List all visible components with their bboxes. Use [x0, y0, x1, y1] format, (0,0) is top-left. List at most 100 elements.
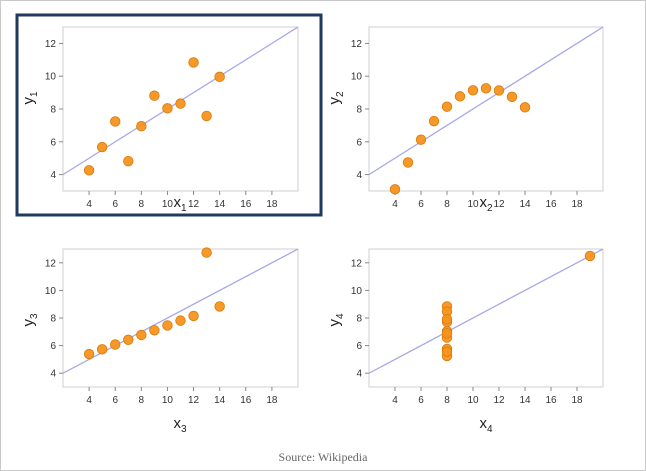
x-tick-label: 16 [240, 395, 252, 406]
x-tick-label: 8 [444, 395, 450, 406]
x-tick-label: 16 [240, 199, 252, 210]
y-tick-label: 6 [50, 137, 56, 148]
y-tick-label: 4 [356, 369, 362, 380]
source-caption: Source: Wikipedia [278, 450, 368, 464]
data-point [214, 301, 225, 312]
data-point [188, 57, 199, 68]
data-point [83, 165, 95, 176]
y-tick-label: 4 [50, 170, 56, 181]
data-point [214, 71, 225, 83]
x-tick-label: 6 [112, 199, 118, 210]
data-point [201, 247, 212, 258]
highlight-box [15, 13, 323, 217]
x-tick-label: 8 [139, 395, 145, 406]
y-axis-label: y2 [326, 91, 346, 105]
x-tick-label: 18 [266, 199, 278, 210]
data-point [110, 116, 121, 127]
x-tick-label: 14 [519, 395, 531, 406]
data-point [96, 344, 108, 355]
x-axis-label: x2 [479, 194, 493, 214]
data-point [467, 85, 479, 96]
y-tick-label: 4 [50, 369, 56, 380]
y-tick-label: 10 [351, 286, 363, 297]
y-tick-label: 8 [50, 105, 56, 116]
x-axis-label: x3 [173, 415, 187, 435]
y-axis-label: y4 [326, 313, 346, 327]
data-point [123, 155, 134, 167]
data-point [175, 98, 186, 109]
plot-area [368, 248, 604, 388]
data-point [441, 314, 453, 325]
y-tick-label: 12 [351, 258, 363, 269]
y-tick-label: 12 [45, 39, 57, 50]
data-point [402, 157, 414, 168]
data-point [454, 91, 466, 102]
y-tick-label: 10 [45, 286, 57, 297]
x-tick-label: 18 [266, 395, 278, 406]
x-tick-label: 4 [392, 395, 398, 406]
x-tick-label: 14 [214, 199, 226, 210]
x-tick-label: 18 [571, 395, 583, 406]
data-point [441, 328, 453, 339]
y-tick-label: 4 [356, 170, 362, 181]
data-point [493, 85, 505, 96]
x-tick-label: 16 [545, 199, 557, 210]
x-tick-label: 10 [467, 395, 479, 406]
regression-line [369, 249, 603, 374]
x-tick-label: 4 [392, 199, 398, 210]
x-tick-label: 6 [418, 199, 424, 210]
data-point [441, 101, 453, 112]
x-tick-label: 6 [418, 395, 424, 406]
x-tick-label: 10 [162, 395, 174, 406]
data-point [584, 250, 596, 262]
y-tick-label: 10 [45, 72, 57, 83]
x-tick-label: 12 [188, 395, 200, 406]
y-tick-label: 6 [50, 341, 56, 352]
data-point [123, 334, 134, 346]
data-point [162, 103, 173, 114]
x-axis-label: x4 [479, 415, 493, 435]
plot-area [62, 26, 299, 192]
data-point [96, 141, 108, 153]
y-tick-label: 6 [356, 341, 362, 352]
data-point [136, 121, 147, 132]
x-tick-label: 18 [571, 199, 583, 210]
data-point [83, 348, 95, 360]
data-point [201, 110, 212, 122]
data-point [428, 115, 440, 127]
x-tick-label: 4 [86, 395, 92, 406]
x-tick-label: 12 [493, 395, 505, 406]
y-tick-label: 6 [356, 137, 362, 148]
data-point [136, 329, 147, 341]
y-tick-label: 10 [351, 72, 363, 83]
data-point [149, 325, 160, 336]
x-axis-label: x1 [173, 194, 187, 214]
y-axis-label: y1 [20, 91, 40, 105]
data-point [110, 339, 121, 350]
y-tick-label: 12 [45, 258, 57, 269]
x-tick-label: 4 [86, 199, 92, 210]
x-tick-label: 12 [188, 199, 200, 210]
x-tick-label: 10 [162, 199, 174, 210]
data-point [175, 315, 186, 326]
x-tick-label: 10 [467, 199, 479, 210]
data-point [149, 90, 160, 101]
y-tick-label: 12 [351, 39, 363, 50]
x-tick-label: 12 [493, 199, 505, 210]
x-tick-label: 8 [444, 199, 450, 210]
regression-line [369, 27, 603, 176]
data-point [506, 91, 518, 103]
data-point [441, 346, 453, 357]
data-point [480, 83, 492, 94]
data-point [415, 134, 427, 145]
y-tick-label: 8 [50, 314, 56, 325]
x-tick-label: 16 [545, 395, 557, 406]
x-tick-label: 14 [214, 395, 226, 406]
data-point [519, 102, 531, 113]
x-tick-label: 8 [139, 199, 145, 210]
